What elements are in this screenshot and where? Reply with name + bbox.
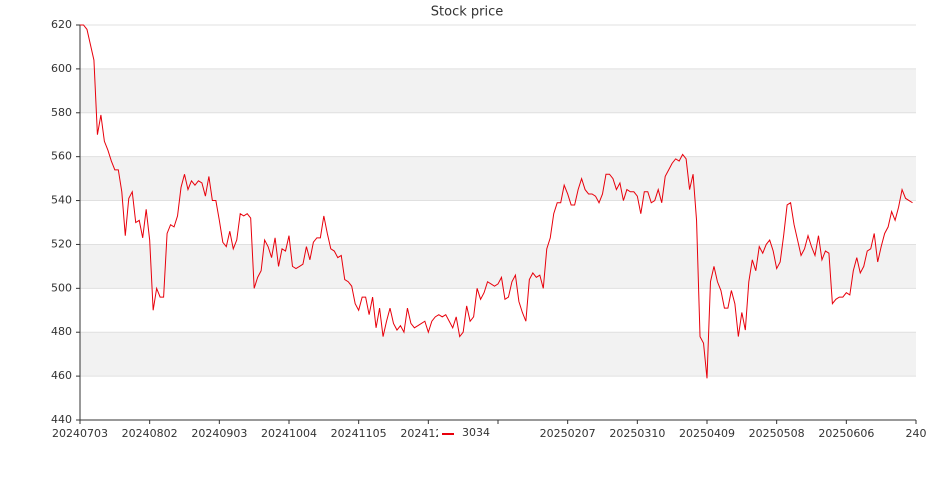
x-tick-label: 20250207 bbox=[540, 427, 596, 440]
legend-box bbox=[438, 424, 530, 442]
y-tick-label: 560 bbox=[51, 150, 72, 163]
legend-label: 3034 bbox=[462, 426, 490, 439]
y-tick-label: 580 bbox=[51, 106, 72, 119]
x-tick-label: 240 bbox=[906, 427, 927, 440]
x-tick-label: 20250310 bbox=[609, 427, 665, 440]
x-tick-label: 20240903 bbox=[191, 427, 247, 440]
x-tick-label: 20241004 bbox=[261, 427, 317, 440]
x-tick-label: 20250409 bbox=[679, 427, 735, 440]
grid-band bbox=[80, 332, 916, 377]
y-tick-label: 620 bbox=[51, 18, 72, 31]
y-tick-label: 460 bbox=[51, 369, 72, 382]
grid-band bbox=[80, 68, 916, 113]
x-tick-label: 20250508 bbox=[749, 427, 805, 440]
line-series bbox=[80, 24, 913, 379]
x-tick-label: 20250606 bbox=[818, 427, 874, 440]
x-tick-label: 20240802 bbox=[122, 427, 178, 440]
y-tick-label: 500 bbox=[51, 281, 72, 294]
y-tick-label: 600 bbox=[51, 62, 72, 75]
y-tick-label: 540 bbox=[51, 194, 72, 207]
x-tick-label: 20241105 bbox=[331, 427, 387, 440]
grid-band bbox=[80, 156, 916, 201]
x-tick-label: 20240703 bbox=[52, 427, 108, 440]
chart-title: Stock price bbox=[431, 5, 503, 20]
y-tick-label: 440 bbox=[51, 413, 72, 426]
y-tick-label: 520 bbox=[51, 237, 72, 250]
grid-band bbox=[80, 244, 916, 289]
y-tick-label: 480 bbox=[51, 325, 72, 338]
